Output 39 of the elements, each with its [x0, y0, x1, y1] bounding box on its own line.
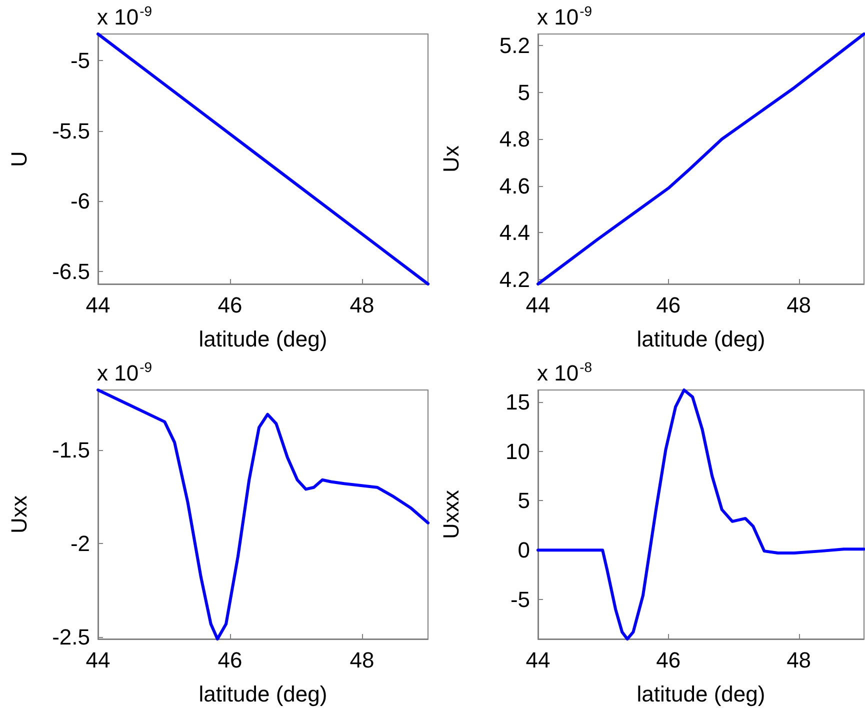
y-tick-label: 4.8: [499, 126, 530, 152]
y-axis-title: U: [6, 151, 32, 167]
x-tick-label: 46: [656, 648, 681, 672]
y-tick-label: -2: [70, 531, 90, 556]
x-tick-label: 48: [350, 292, 374, 318]
y-axis-title: Ux: [438, 146, 464, 172]
y-axis-title: Uxx: [6, 496, 32, 534]
y-tick-label: -6: [70, 188, 90, 214]
x-tick-label: 48: [786, 648, 812, 672]
y-tick-label: 0: [518, 538, 530, 563]
x-tick-label: 44: [86, 292, 110, 318]
y-tick-label: 5: [518, 80, 530, 105]
y-tick-label: 5.2: [499, 33, 530, 58]
x-tick-label: 48: [350, 648, 374, 672]
y-tick-label: 4.2: [499, 266, 530, 292]
x-tick-label: 44: [526, 292, 550, 318]
x-tick-label: 44: [86, 648, 110, 672]
x-axis-title: latitude (deg): [636, 326, 766, 352]
x-axis-title: latitude (deg): [198, 682, 328, 706]
y-tick-label: -5: [70, 48, 90, 74]
x-tick-label: 46: [218, 648, 242, 672]
line-series: [96, 388, 430, 640]
y-tick-label: 4.6: [499, 173, 530, 198]
y-tick-label: -5: [510, 586, 530, 612]
x-tick-label: 48: [786, 292, 812, 318]
y-tick-label: -1.5: [52, 437, 90, 462]
y-tick-label: -2.5: [52, 624, 90, 650]
y-tick-label: 10: [506, 438, 530, 464]
x-tick-label: 46: [656, 292, 681, 318]
y-tick-label: 15: [506, 389, 530, 414]
x-tick-label: 44: [526, 648, 550, 672]
x-axis-title: latitude (deg): [636, 682, 766, 706]
y-axis-title: Uxxx: [438, 490, 464, 539]
y-tick-label: -5.5: [52, 118, 90, 144]
x-tick-label: 46: [218, 292, 242, 318]
y-tick-label: 5: [518, 488, 530, 514]
x-axis-title: latitude (deg): [198, 326, 328, 352]
y-tick-label: 4.4: [499, 220, 530, 246]
y-tick-label: -6.5: [52, 258, 90, 284]
